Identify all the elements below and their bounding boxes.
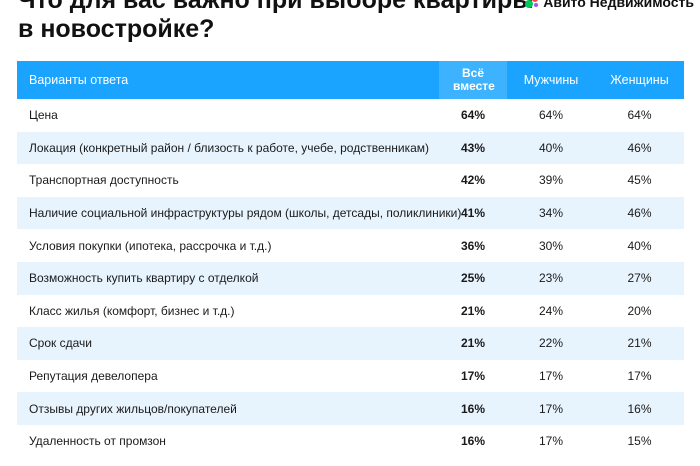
avito-logo-icon [525,0,541,9]
page-title: Что для вас важно при выборе квартиры в … [18,0,534,43]
row-total: 17% [460,369,486,384]
row-option: Репутация девелопера [29,369,158,384]
header-women: Женщины [610,73,669,87]
row-option: Удаленность от промзон [29,434,166,449]
table-body: Цена 64% 64% 64% Локация (конкретный район /… [17,99,684,458]
table-row: Класс жилья (комфорт, бизнес и т.д.) 21% 2… [17,295,684,328]
brand-logo: Авито Недвижимость [525,0,694,10]
table-row: Удаленность от промзон 16% 17% 15% [17,425,684,458]
row-women: 46% [627,140,652,155]
row-option: Отзывы других жильцов/покупателей [29,401,237,416]
row-men: 34% [538,206,564,221]
row-total: 16% [460,401,486,416]
row-women: 16% [627,401,652,416]
row-men: 40% [538,140,564,155]
brand-name: Авито Недвижимость [543,0,694,10]
row-men: 23% [538,271,564,286]
row-option: Локация (конкретный район / близость к р… [29,140,430,155]
row-total: 43% [460,140,486,155]
row-men: 17% [538,434,564,449]
row-women: 64% [627,108,652,123]
row-women: 45% [627,173,652,188]
table-row: Возможность купить квартиру с отделкой 25… [17,261,684,295]
table-row: Наличие социальной инфраструктуры рядом … [17,196,684,230]
table-header: Варианты ответа Всё вместе Мужчины Женщи… [17,61,684,99]
row-total: 64% [460,108,486,123]
row-option: Возможность купить квартиру с отделкой [29,271,259,286]
survey-table: Варианты ответа Всё вместе Мужчины Женщи… [17,61,684,458]
row-men: 30% [538,238,564,253]
row-total: 25% [460,271,486,286]
row-women: 15% [627,434,652,449]
row-men: 17% [538,401,564,416]
row-women: 40% [627,238,652,253]
table-row: Транспортная доступность 42% 39% 45% [17,164,684,197]
table-row: Цена 64% 64% 64% [17,99,684,132]
row-option: Условия покупки (ипотека, рассрочка и т.… [29,238,272,253]
table-row: Отзывы других жильцов/покупателей 16% 17% 1… [17,392,684,425]
header-total-label: Всё вместе [453,66,495,93]
row-women: 21% [627,336,652,351]
row-option: Транспортная доступность [29,173,179,188]
row-total: 21% [460,303,486,318]
row-option: Цена [29,108,58,123]
row-total: 42% [460,173,486,188]
row-option: Наличие социальной инфраструктуры рядом … [29,206,462,221]
row-men: 39% [538,173,564,188]
table-row: Локация (конкретный район / близость к р… [17,131,684,165]
row-total: 36% [460,238,486,253]
header-men: Мужчины [523,73,579,87]
header-total: Всё вместе [439,61,507,99]
table-row: Репутация девелопера 17% 17% 17% [17,360,684,393]
row-men: 24% [538,303,564,318]
row-women: 27% [627,271,652,286]
table-row: Срок сдачи 21% 22% 21% [17,327,684,360]
row-total: 41% [460,206,486,221]
row-women: 46% [627,206,652,221]
row-women: 17% [627,369,652,384]
row-option: Класс жилья (комфорт, бизнес и т.д.) [29,303,235,318]
row-option: Срок сдачи [29,336,92,351]
header-options: Варианты ответа [29,73,129,87]
row-men: 17% [538,369,564,384]
row-men: 22% [538,336,564,351]
row-total: 16% [460,434,486,449]
row-men: 64% [538,108,564,123]
row-total: 21% [460,336,486,351]
row-women: 20% [627,303,652,318]
table-row: Условия покупки (ипотека, рассрочка и т.… [17,229,684,262]
